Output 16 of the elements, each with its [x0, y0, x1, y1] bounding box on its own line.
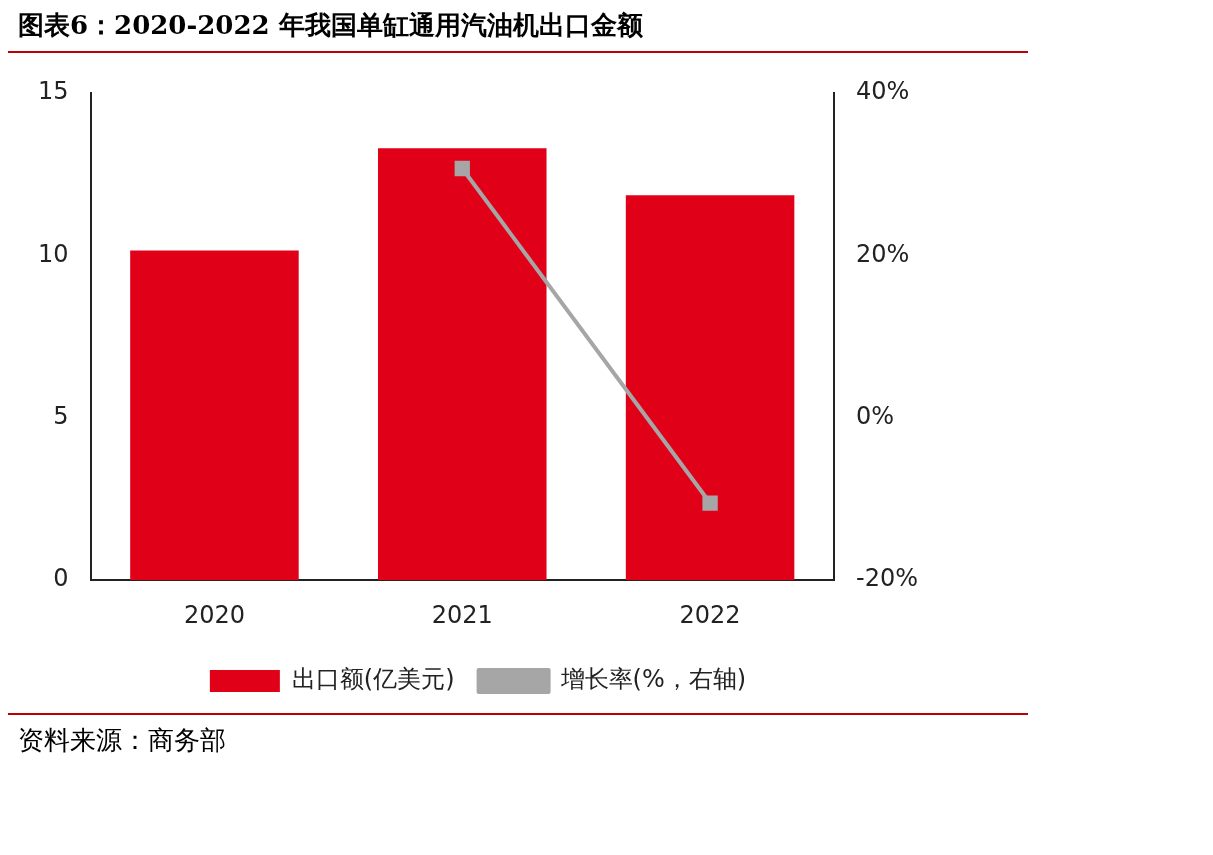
y2-tick-label: 40% [856, 77, 910, 106]
x-tick-label: 2021 [431, 600, 493, 629]
text: 资料来源：商务部 [17, 724, 227, 757]
y-tick-label: 10 [37, 239, 69, 268]
y2-tick-label: -20% [856, 564, 919, 593]
x-tick-label: 2022 [679, 600, 741, 629]
y-tick-label: 0 [53, 564, 69, 593]
y-tick-label: 15 [37, 77, 69, 106]
x-tick-label: 2020 [183, 600, 245, 629]
y2-tick-label: 20% [856, 239, 910, 268]
bar [130, 250, 299, 581]
legend-label: 出口额(亿美元) [291, 665, 455, 694]
y-tick-label: 5 [53, 402, 69, 431]
y2-tick-label: 0% [856, 402, 895, 431]
chart-title: 图表6：2020-2022 年我国单缸通用汽油机出口金额 [17, 9, 644, 42]
legend-label: 增长率(%，右轴) [559, 665, 747, 694]
